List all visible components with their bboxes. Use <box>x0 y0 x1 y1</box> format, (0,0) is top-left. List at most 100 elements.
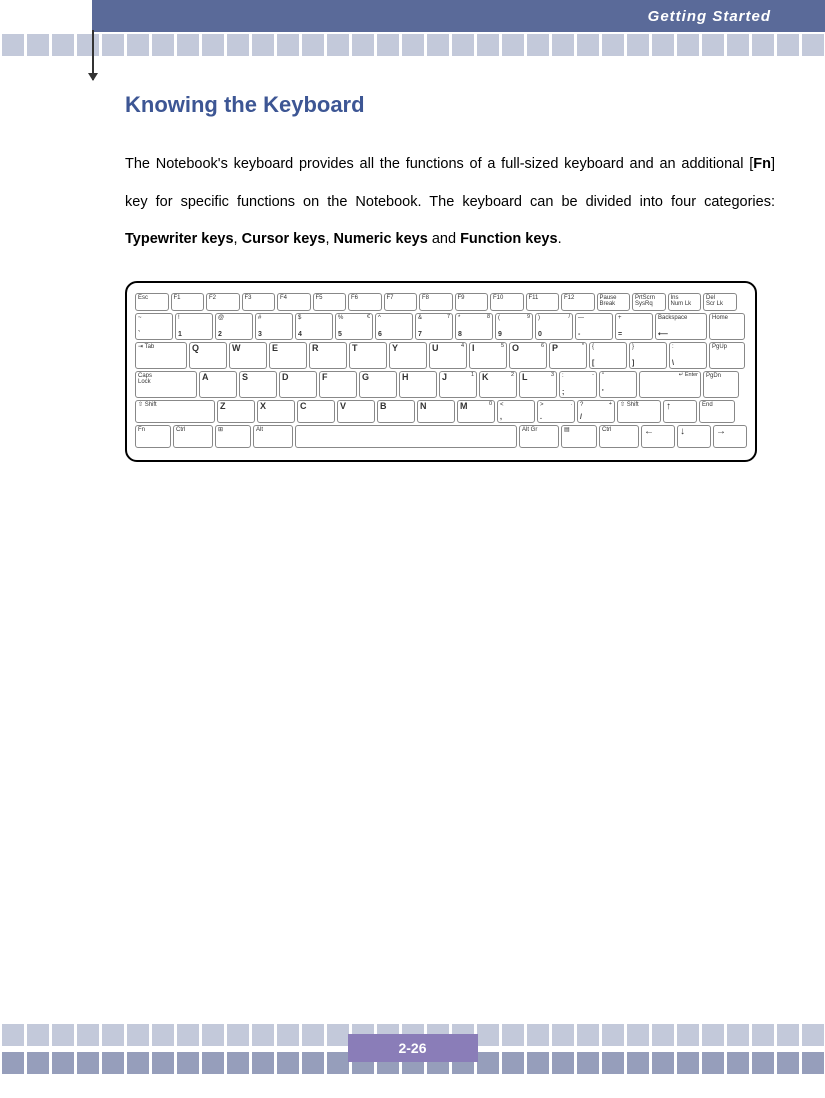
keyboard-key: F3 <box>242 293 276 311</box>
keyboard-key: :;- <box>559 371 597 398</box>
keyboard-key: S <box>239 371 277 398</box>
keyboard-key: ⇧ Shift <box>135 400 215 423</box>
text-fragment: . <box>558 231 562 247</box>
bold-numeric: Numeric keys <box>334 231 428 247</box>
keyboard-key: PrtScrnSysRq <box>632 293 666 311</box>
keyboard-key: (99 <box>495 313 533 340</box>
keyboard-key: *88 <box>455 313 493 340</box>
keyboard-key: F2 <box>206 293 240 311</box>
keyboard-key: X <box>257 400 295 423</box>
keyboard-key: Fn <box>135 425 171 448</box>
keyboard-key: }] <box>629 342 667 369</box>
keyboard-key: U4 <box>429 342 467 369</box>
keyboard-key: Z <box>217 400 255 423</box>
keyboard-key: $4 <box>295 313 333 340</box>
keyboard-row-function: EscF1F2F3F4F5F6F7F8F9F10F11F12PauseBreak… <box>135 293 747 311</box>
keyboard-key: V <box>337 400 375 423</box>
keyboard-key: F4 <box>277 293 311 311</box>
keyboard-row-qwerty: ⇥ TabQWERTYU4I5O6P*{[}]:\PgUp <box>135 342 747 369</box>
keyboard-key: PauseBreak <box>597 293 631 311</box>
keyboard-key: F8 <box>419 293 453 311</box>
bold-fn: Fn <box>753 156 771 172</box>
keyboard-key: ⇧ Shift <box>617 400 661 423</box>
keyboard-key: F6 <box>348 293 382 311</box>
keyboard-key: ~` <box>135 313 173 340</box>
keyboard-key: &77 <box>415 313 453 340</box>
keyboard-key: :\ <box>669 342 707 369</box>
keyboard-key: J1 <box>439 371 477 398</box>
keyboard-row-space: FnCtrl⊞AltAlt Gr▤Ctrl←↓→ <box>135 425 747 448</box>
page-number-box: 2-26 <box>348 1034 478 1062</box>
keyboard-key: >.. <box>537 400 575 423</box>
bold-function: Function keys <box>460 231 558 247</box>
keyboard-key: F12 <box>561 293 595 311</box>
keyboard-key: L3 <box>519 371 557 398</box>
keyboard-key: —- <box>575 313 613 340</box>
bold-cursor: Cursor keys <box>242 231 326 247</box>
keyboard-key: PgUp <box>709 342 745 369</box>
keyboard-key: {[ <box>589 342 627 369</box>
text-fragment: , <box>234 231 242 247</box>
keyboard-key: ↵ Enter <box>639 371 701 398</box>
keyboard-key: B <box>377 400 415 423</box>
keyboard-key: PgDn <box>703 371 739 398</box>
keyboard-key: Home <box>709 313 745 340</box>
keyboard-key: ▤ <box>561 425 597 448</box>
keyboard-key: Backspace⟵ <box>655 313 707 340</box>
keyboard-key: R <box>309 342 347 369</box>
keyboard-key: D <box>279 371 317 398</box>
decorative-squares-top <box>0 34 825 62</box>
header-bar: Getting Started <box>92 0 825 32</box>
keyboard-key: Alt <box>253 425 293 448</box>
text-fragment: The Notebook's keyboard provides all the… <box>125 156 753 172</box>
text-fragment: and <box>428 231 460 247</box>
keyboard-row-zxcv: ⇧ ShiftZXCVBNM0<,>..?/+⇧ Shift↑End <box>135 400 747 423</box>
keyboard-key: I5 <box>469 342 507 369</box>
keyboard-key: F10 <box>490 293 524 311</box>
keyboard-key: → <box>713 425 747 448</box>
keyboard-key: ↑ <box>663 400 697 423</box>
keyboard-key: W <box>229 342 267 369</box>
keyboard-key: InsNum Lk <box>668 293 702 311</box>
keyboard-key: M0 <box>457 400 495 423</box>
keyboard-key: F11 <box>526 293 560 311</box>
keyboard-key: K2 <box>479 371 517 398</box>
keyboard-key: ?/+ <box>577 400 615 423</box>
keyboard-key: <, <box>497 400 535 423</box>
keyboard-key: ^6 <box>375 313 413 340</box>
keyboard-key: Ctrl <box>173 425 213 448</box>
keyboard-key: %5€ <box>335 313 373 340</box>
keyboard-key: !1 <box>175 313 213 340</box>
keyboard-key: O6 <box>509 342 547 369</box>
keyboard-row-asdf: CapsLockASDFGHJ1K2L3:;-"'↵ EnterPgDn <box>135 371 747 398</box>
keyboard-key: C <box>297 400 335 423</box>
keyboard-key: End <box>699 400 735 423</box>
keyboard-key: ⇥ Tab <box>135 342 187 369</box>
keyboard-key: CapsLock <box>135 371 197 398</box>
keyboard-key: "' <box>599 371 637 398</box>
keyboard-key: DelScr Lk <box>703 293 737 311</box>
keyboard-key: ↓ <box>677 425 711 448</box>
keyboard-row-numbers: ~`!1@2#3$4%5€^6&77*88(99)0/—-+=Backspace… <box>135 313 747 340</box>
header-section-label: Getting Started <box>648 8 771 25</box>
page-header: Getting Started <box>0 0 825 32</box>
decorative-arrow <box>92 30 94 80</box>
section-title: Knowing the Keyboard <box>125 92 775 118</box>
keyboard-key: T <box>349 342 387 369</box>
keyboard-key: Q <box>189 342 227 369</box>
keyboard-key: F1 <box>171 293 205 311</box>
keyboard-key: F <box>319 371 357 398</box>
keyboard-key: Esc <box>135 293 169 311</box>
keyboard-key: H <box>399 371 437 398</box>
keyboard-key: A <box>199 371 237 398</box>
keyboard-key <box>295 425 517 448</box>
keyboard-key: ⊞ <box>215 425 251 448</box>
keyboard-key: F9 <box>455 293 489 311</box>
keyboard-key: )0/ <box>535 313 573 340</box>
keyboard-key: Alt Gr <box>519 425 559 448</box>
content-area: Knowing the Keyboard The Notebook's keyb… <box>125 92 775 462</box>
keyboard-key: ← <box>641 425 675 448</box>
keyboard-diagram: EscF1F2F3F4F5F6F7F8F9F10F11F12PauseBreak… <box>125 281 757 462</box>
keyboard-key: += <box>615 313 653 340</box>
text-fragment: , <box>325 231 333 247</box>
